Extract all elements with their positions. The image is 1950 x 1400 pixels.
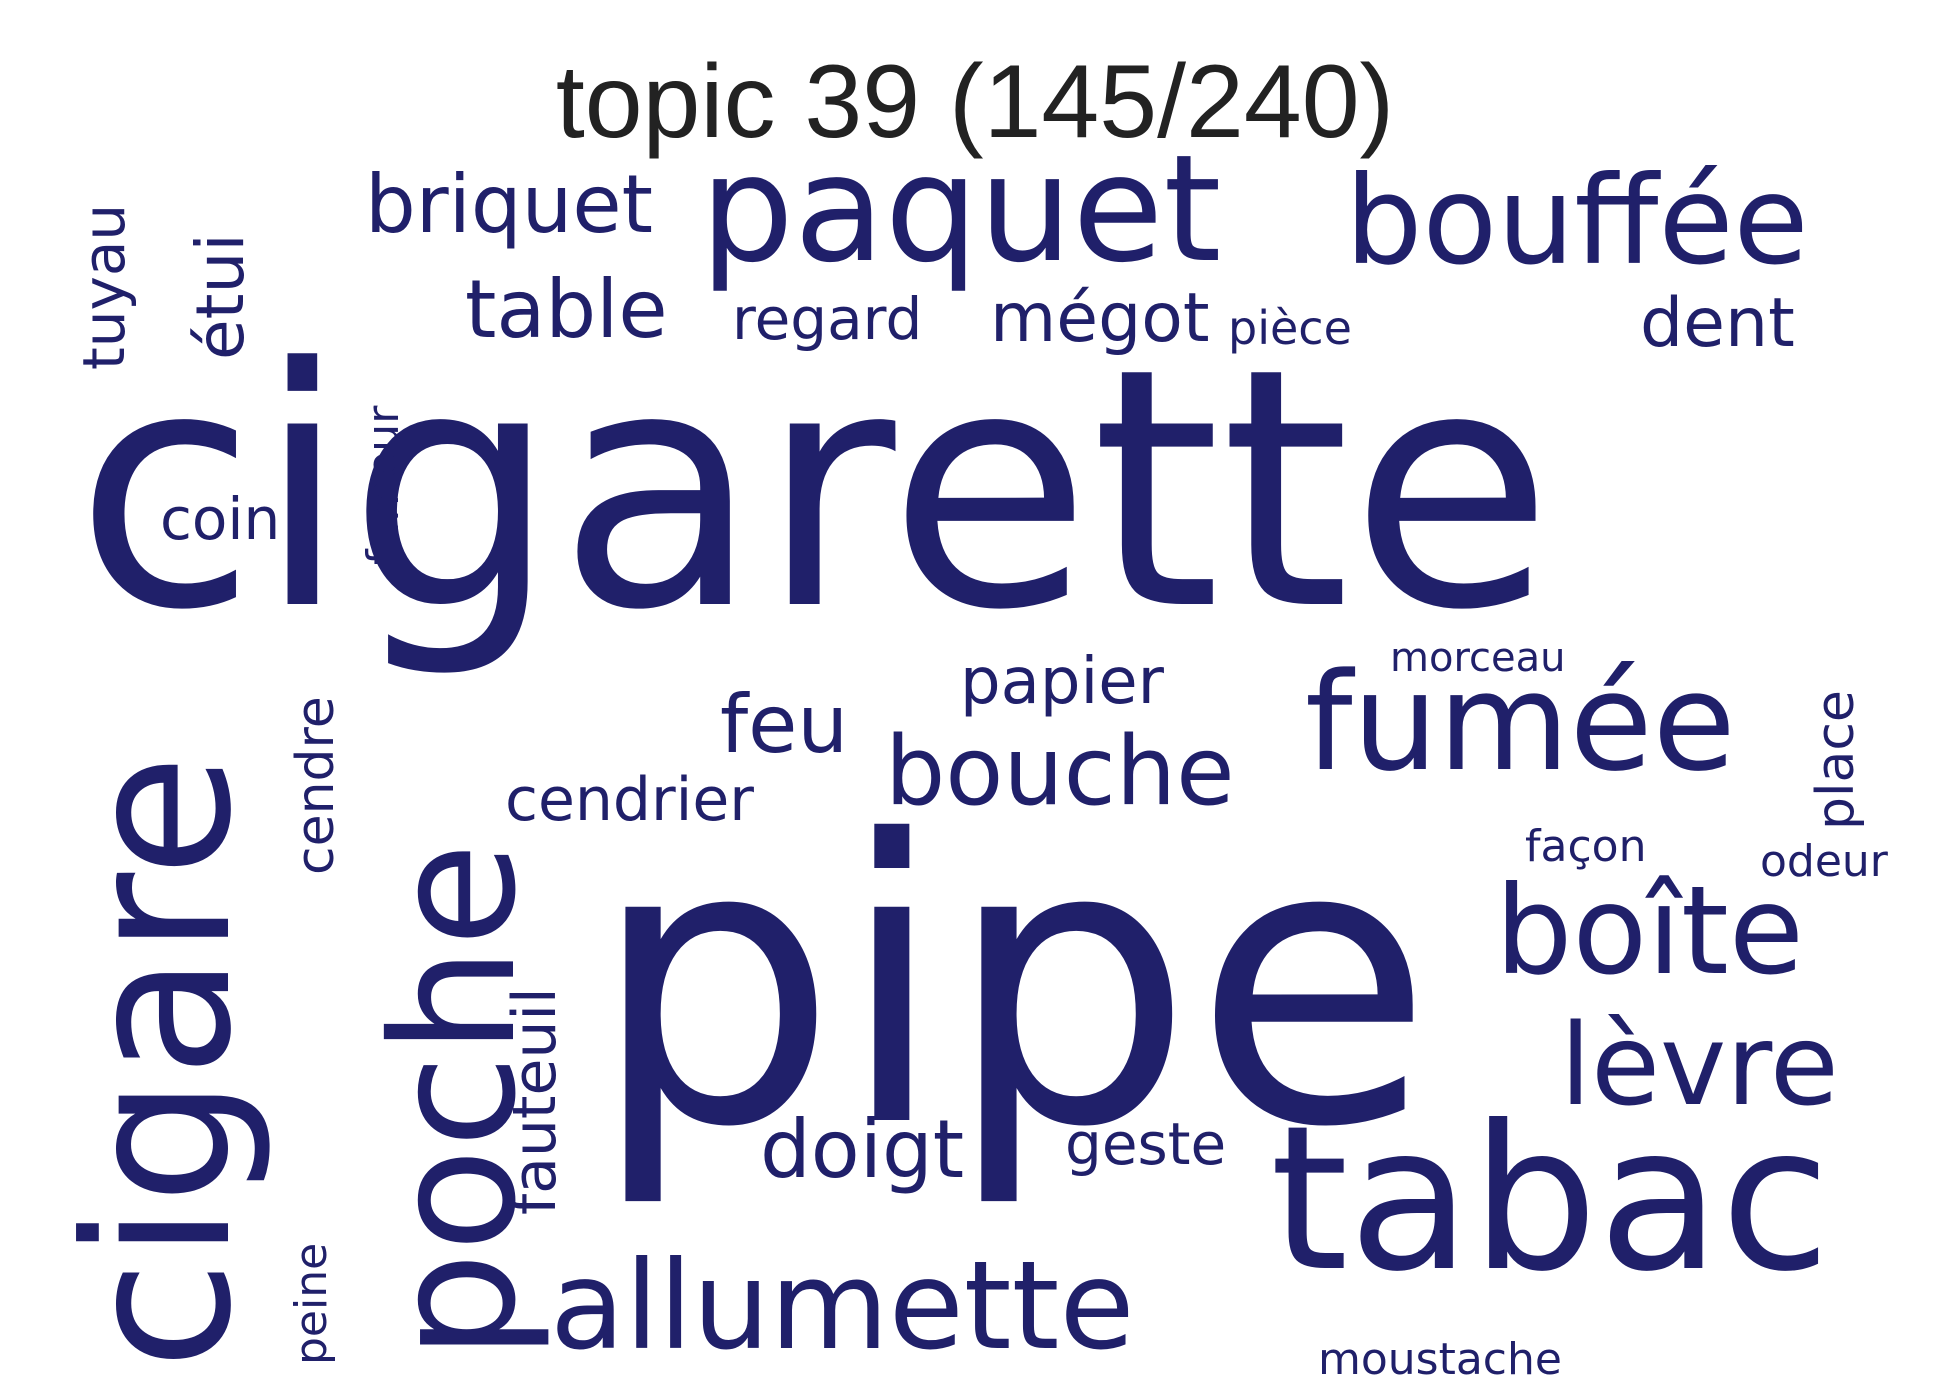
word-doigt: doigt [760, 1103, 965, 1196]
word-etui: étui [182, 233, 259, 360]
word-levre: lèvre [1560, 1001, 1839, 1131]
word-cigare: cigare [43, 754, 276, 1370]
word-coin: coin [160, 485, 281, 553]
word-tuyau: tuyau [70, 203, 138, 370]
word-megot: mégot [990, 279, 1210, 358]
word-fauteuil: fauteuil [500, 987, 570, 1215]
word-bouffee: bouffée [1345, 150, 1809, 292]
word-fumeur: fumeur [358, 405, 409, 565]
chart-title: topic 39 (145/240) [555, 44, 1395, 160]
word-morceau: morceau [1390, 635, 1566, 681]
word-tabac: tabac [1270, 1083, 1831, 1316]
word-pipe: pipe [590, 758, 1434, 1212]
word-peine: peine [286, 1242, 337, 1365]
word-briquet: briquet [365, 158, 653, 251]
word-moustache: moustache [1318, 1334, 1562, 1385]
word-piece: pièce [1228, 301, 1352, 355]
word-place: place [1806, 690, 1866, 830]
word-bouche: bouche [885, 717, 1235, 827]
word-boite: boîte [1495, 860, 1804, 1002]
word-odeur: odeur [1760, 836, 1888, 887]
word-feu: feu [720, 678, 849, 771]
word-paquet: paquet [700, 123, 1222, 295]
word-table: table [465, 263, 668, 356]
word-geste: geste [1065, 1110, 1227, 1178]
word-papier: papier [960, 645, 1164, 719]
word-facon: façon [1525, 821, 1647, 872]
word-allumette: allumette [550, 1235, 1135, 1377]
word-fumee: fumée [1305, 644, 1736, 801]
word-cigarette: cigarette [75, 298, 1554, 682]
word-cendre: cendre [286, 696, 346, 875]
word-dent: dent [1640, 284, 1795, 363]
word-regard: regard [732, 285, 923, 353]
word-cendrier: cendrier [505, 765, 754, 835]
